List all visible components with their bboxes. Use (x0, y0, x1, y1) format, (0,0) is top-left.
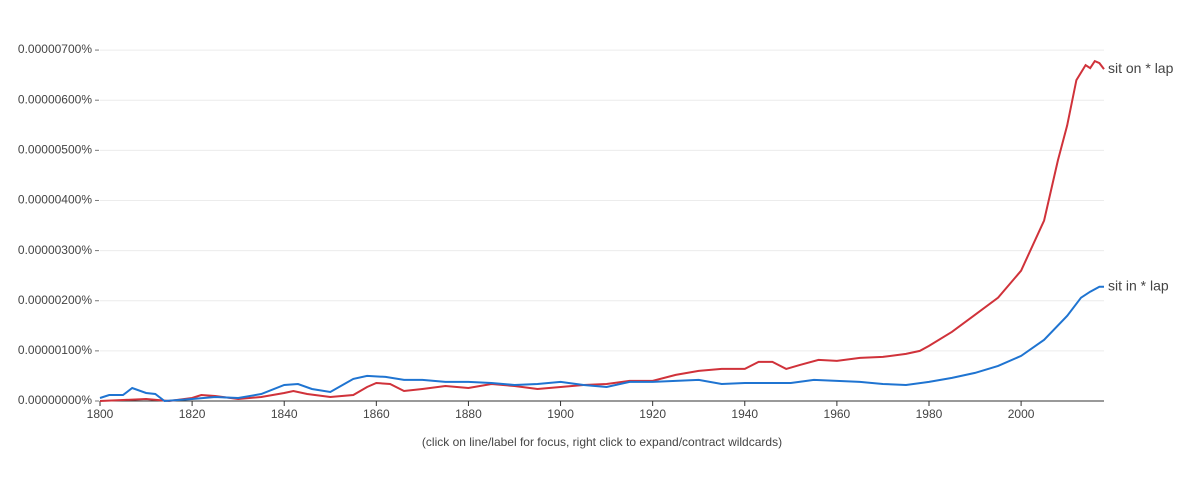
x-tick-label: 1900 (547, 407, 574, 421)
x-tick-label: 1920 (639, 407, 666, 421)
x-tick-label: 1840 (271, 407, 298, 421)
x-tick-label: 1960 (824, 407, 851, 421)
series-label[interactable]: sit in * lap (1108, 277, 1169, 293)
x-tick-label: 2000 (1008, 407, 1035, 421)
x-tick-label: 1940 (731, 407, 758, 421)
y-tick-label: 0.00000300% (18, 243, 92, 257)
x-tick-label: 1980 (916, 407, 943, 421)
y-tick-label: 0.00000400% (18, 193, 92, 207)
y-tick-label: 0.00000700% (18, 42, 92, 56)
y-tick-label: 0.00000600% (18, 92, 92, 106)
footer-note: (click on line/label for focus, right cl… (422, 435, 782, 449)
y-tick-label: 0.00000200% (18, 293, 92, 307)
x-tick-label: 1820 (179, 407, 206, 421)
x-tick-label: 1800 (87, 407, 114, 421)
series-label[interactable]: sit on * lap (1108, 60, 1174, 76)
series-line[interactable] (99, 285, 1104, 403)
series-line[interactable] (99, 59, 1105, 403)
y-tick-label: 0.00000500% (18, 143, 92, 157)
y-tick-label: 0.00000000% (18, 393, 92, 407)
x-tick-label: 1860 (363, 407, 390, 421)
y-tick-label: 0.00000100% (18, 343, 92, 357)
x-tick-label: 1880 (455, 407, 482, 421)
